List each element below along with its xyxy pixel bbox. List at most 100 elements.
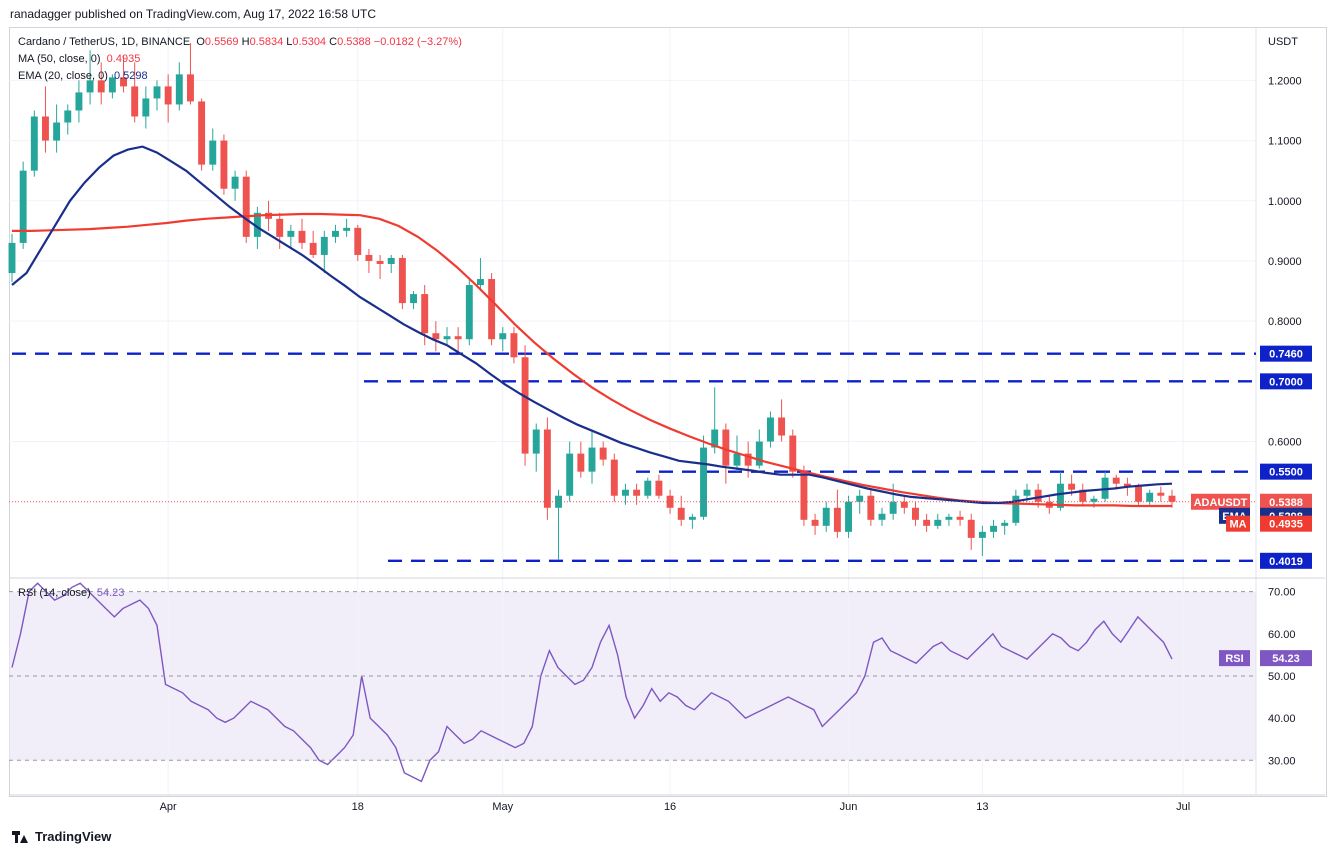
candle-body	[633, 489, 641, 496]
candle-body	[499, 333, 507, 340]
rsi-line	[11, 582, 1173, 783]
candle-body	[1135, 486, 1142, 502]
candle-body	[934, 519, 942, 526]
candle-body	[833, 507, 841, 532]
candle-body	[532, 429, 540, 454]
candle-body	[131, 86, 139, 117]
tradingview-brand[interactable]: TradingView	[12, 829, 111, 844]
rsi-axis[interactable]: 30.00 40.00 50.00 60.00 70.00	[1268, 587, 1296, 768]
time-tick-label: Jun	[840, 801, 858, 813]
price-tick-label: 1.2000	[1268, 75, 1302, 87]
rsi-legend-label: RSI (14, close)	[18, 587, 91, 599]
price-tags: 0.74600.70000.55000.4019ADAUSDT0.538807:…	[1191, 345, 1312, 667]
time-tick-label: 18	[352, 801, 364, 813]
candle-body	[688, 516, 696, 520]
candle-body	[1034, 489, 1042, 502]
ma-price-tag-value: 0.4935	[1269, 519, 1303, 531]
candle-body	[365, 254, 373, 261]
candle-body	[755, 441, 763, 466]
candle-body	[309, 242, 317, 255]
candle-body	[432, 333, 440, 340]
candle-body	[97, 80, 105, 93]
candle-body	[242, 176, 250, 237]
close-value: 0.5388	[337, 36, 371, 48]
level-tag-0-4019-value-box	[1260, 552, 1312, 569]
candle-body	[187, 74, 194, 102]
candle-body	[900, 501, 908, 508]
candle-body	[923, 519, 931, 526]
open-label: O	[196, 36, 205, 48]
candle-body	[153, 86, 161, 99]
change-value: −0.0182 (−3.27%)	[373, 36, 462, 48]
time-tick-label: 16	[664, 801, 676, 813]
ticker-price-tag-value: 0.5388	[1269, 497, 1303, 509]
candle-body	[19, 170, 27, 243]
ema-legend-value: 0.5298	[114, 70, 148, 82]
rsi-tick-label: 60.00	[1268, 629, 1296, 641]
level-tag-0-4019: 0.4019	[1260, 552, 1312, 569]
candle-body	[778, 417, 786, 436]
low-label: L	[286, 36, 293, 48]
price-axis-unit: USDT	[1268, 36, 1298, 48]
price-axis[interactable]: USDT 0.6000 0.8000 0.9000 1.0000 1.1000 1.2000	[1268, 36, 1302, 449]
ma-price-tag-label: MA	[1229, 519, 1246, 531]
candle-body	[610, 459, 618, 496]
candle-body	[75, 92, 83, 111]
candle-body	[488, 279, 496, 340]
close-label: C	[329, 36, 338, 48]
rsi-tick-label: 50.00	[1268, 671, 1296, 683]
level-tag-0-5500-value-box	[1260, 463, 1312, 480]
candle-body	[220, 140, 228, 189]
time-axis[interactable]: Apr18May16Jun13Jul18Aug15	[160, 801, 1336, 813]
ma-legend-label: MA (50, close, 0)	[18, 53, 101, 65]
candle-body	[443, 336, 451, 340]
candle-body	[198, 101, 206, 165]
candle-body	[967, 519, 975, 538]
price-tick-label: 0.9000	[1268, 256, 1302, 268]
open-value: 0.5569	[204, 36, 239, 48]
symbol-legend: Cardano / TetherUS, 1D, BINANCE O0.5569 …	[18, 36, 462, 48]
candle-body	[1057, 483, 1064, 508]
candle-body	[454, 336, 462, 340]
candle-body	[421, 294, 429, 334]
candle-body	[577, 453, 585, 472]
ticker-price-tag-label-box	[1191, 493, 1250, 510]
symbol-title[interactable]: Cardano / TetherUS, 1D, BINANCE	[18, 36, 191, 48]
candle-body	[8, 242, 16, 274]
level-tag-0-5500: 0.5500	[1260, 463, 1312, 480]
candle-body	[543, 429, 551, 508]
candle-body	[231, 176, 239, 189]
ema-legend[interactable]: EMA (20, close, 0) 0.5298	[18, 70, 148, 82]
rsi-value-tag-label: RSI	[1225, 653, 1243, 665]
candle-body	[878, 513, 886, 520]
rsi-legend[interactable]: RSI (14, close) 54.23	[18, 587, 124, 599]
tradingview-logo-icon	[12, 830, 30, 843]
level-tag-0-7460-value: 0.7460	[1269, 349, 1303, 361]
candle-body	[856, 495, 864, 502]
candle-body	[354, 227, 362, 255]
support-resistance-levels	[12, 352, 1256, 563]
level-tag-0-5500-value: 0.5500	[1269, 467, 1303, 479]
time-tick-label: Jul	[1176, 801, 1190, 813]
rsi-band	[9, 591, 1256, 761]
candle-body	[521, 357, 529, 454]
ma-legend[interactable]: MA (50, close, 0) 0.4935	[18, 53, 140, 65]
candle-body	[1001, 522, 1009, 526]
chart-frame	[9, 27, 1327, 797]
rsi-legend-value: 54.23	[96, 587, 125, 599]
brand-name: TradingView	[35, 829, 112, 844]
candle-body	[1123, 483, 1131, 487]
publisher-line: ranadagger published on TradingView.com,…	[10, 7, 377, 21]
rsi-tick-label: 40.00	[1268, 713, 1296, 725]
candlestick-series	[8, 43, 1176, 561]
grid-lines	[9, 28, 1256, 795]
level-tag-0-4019-value: 0.4019	[1269, 556, 1303, 568]
time-tick-label: Apr	[160, 801, 177, 813]
candle-body	[142, 98, 150, 117]
candle-body	[822, 507, 830, 526]
candle-body	[733, 453, 741, 466]
candle-body	[644, 480, 652, 496]
ma-price-tag-label-box	[1226, 515, 1250, 532]
level-tag-0-7460-value-box	[1260, 345, 1312, 362]
